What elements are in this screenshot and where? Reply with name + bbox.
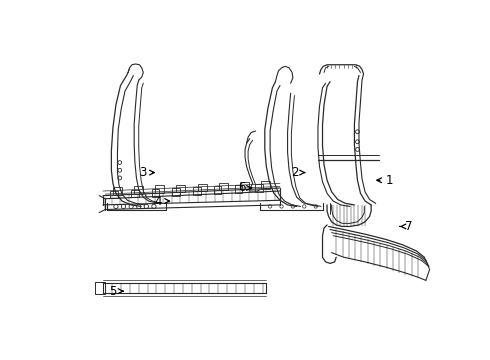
Text: 2: 2 — [292, 166, 305, 179]
Bar — [113, 187, 122, 195]
Text: 7: 7 — [400, 220, 413, 233]
Bar — [134, 186, 143, 194]
Text: 1: 1 — [377, 174, 393, 187]
Bar — [219, 183, 228, 190]
Bar — [155, 185, 164, 193]
Bar — [96, 282, 104, 294]
Bar — [197, 184, 207, 192]
Bar — [261, 181, 270, 189]
Text: 3: 3 — [140, 166, 154, 179]
Text: 6: 6 — [238, 181, 252, 194]
Bar — [240, 182, 249, 189]
Bar — [176, 185, 185, 192]
Text: 5: 5 — [109, 285, 123, 298]
Text: 4: 4 — [155, 194, 170, 208]
